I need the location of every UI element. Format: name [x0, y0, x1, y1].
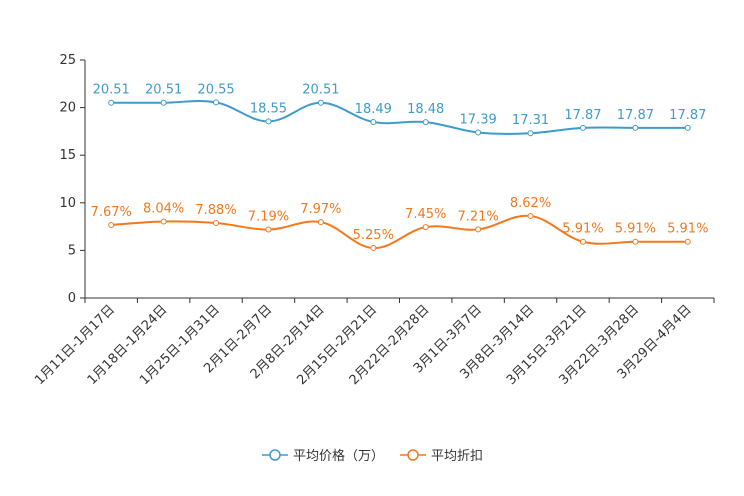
data-point: [527, 212, 534, 219]
data-label: 8.04%: [143, 201, 184, 216]
data-label: 20.51: [302, 83, 339, 98]
data-label: 17.87: [564, 108, 601, 123]
legend-label: 平均折扣: [431, 449, 483, 464]
data-point: [632, 238, 639, 245]
data-point: [684, 238, 691, 245]
data-point: [579, 124, 586, 131]
data-point: [265, 226, 272, 233]
series-0: 20.51 20.51 20.55 18.55 20.51 18.49 18.48 17.39…: [93, 82, 706, 137]
data-label: 5.91%: [667, 222, 708, 237]
data-label: 8.62%: [510, 196, 551, 211]
data-label: 5.91%: [615, 222, 656, 237]
data-point: [475, 129, 482, 136]
data-point: [422, 119, 429, 126]
series-1: 7.67% 8.04% 7.88% 7.19% 7.97% 5.25% 7.45% 7.21%…: [91, 196, 708, 252]
data-point: [527, 130, 534, 137]
legend-marker-icon: [407, 449, 419, 461]
data-label: 17.31: [512, 113, 549, 128]
data-label: 7.88%: [195, 203, 236, 218]
data-label: 20.55: [197, 82, 234, 97]
data-label: 17.87: [669, 108, 706, 123]
data-point: [265, 118, 272, 125]
data-point: [370, 245, 377, 252]
data-point: [213, 219, 220, 226]
data-label: 18.55: [250, 101, 287, 116]
y-tick-label: 20: [59, 101, 76, 116]
data-point: [370, 118, 377, 125]
data-point: [160, 99, 167, 106]
data-point: [317, 99, 324, 106]
data-point: [317, 219, 324, 226]
y-tick-label: 15: [59, 148, 76, 163]
legend-item-1: 平均折扣: [400, 449, 483, 464]
data-label: 20.51: [145, 83, 182, 98]
data-point: [579, 238, 586, 245]
y-tick-label: 25: [59, 53, 76, 68]
chart-series: 20.51 20.51 20.55 18.55 20.51 18.49 18.48 17.39…: [91, 82, 708, 252]
data-label: 17.87: [617, 108, 654, 123]
series-line: [111, 99, 688, 135]
data-label: 20.51: [93, 83, 130, 98]
data-label: 17.39: [460, 112, 497, 127]
data-label: 18.48: [407, 102, 444, 117]
y-tick-label: 5: [68, 243, 76, 258]
legend-marker-icon: [269, 449, 281, 461]
y-tick-label: 0: [68, 291, 76, 306]
data-point: [160, 218, 167, 225]
data-label: 7.21%: [457, 209, 498, 224]
data-label: 5.91%: [562, 222, 603, 237]
data-label: 18.49: [355, 102, 392, 117]
data-label: 7.19%: [248, 210, 289, 225]
data-point: [213, 99, 220, 106]
legend-label: 平均价格（万）: [293, 448, 384, 464]
data-label: 5.25%: [353, 228, 394, 243]
data-label: 7.97%: [300, 202, 341, 217]
chart-legend: 平均价格（万） 平均折扣: [262, 448, 483, 464]
y-tick-label: 10: [59, 196, 76, 211]
data-point: [422, 224, 429, 231]
data-point: [632, 124, 639, 131]
data-point: [108, 99, 115, 106]
data-label: 7.67%: [91, 205, 132, 220]
legend-item-0: 平均价格（万）: [262, 448, 384, 464]
data-point: [108, 221, 115, 228]
data-point: [684, 124, 691, 131]
data-point: [475, 226, 482, 233]
data-label: 7.45%: [405, 207, 446, 222]
series-line: [111, 214, 688, 250]
